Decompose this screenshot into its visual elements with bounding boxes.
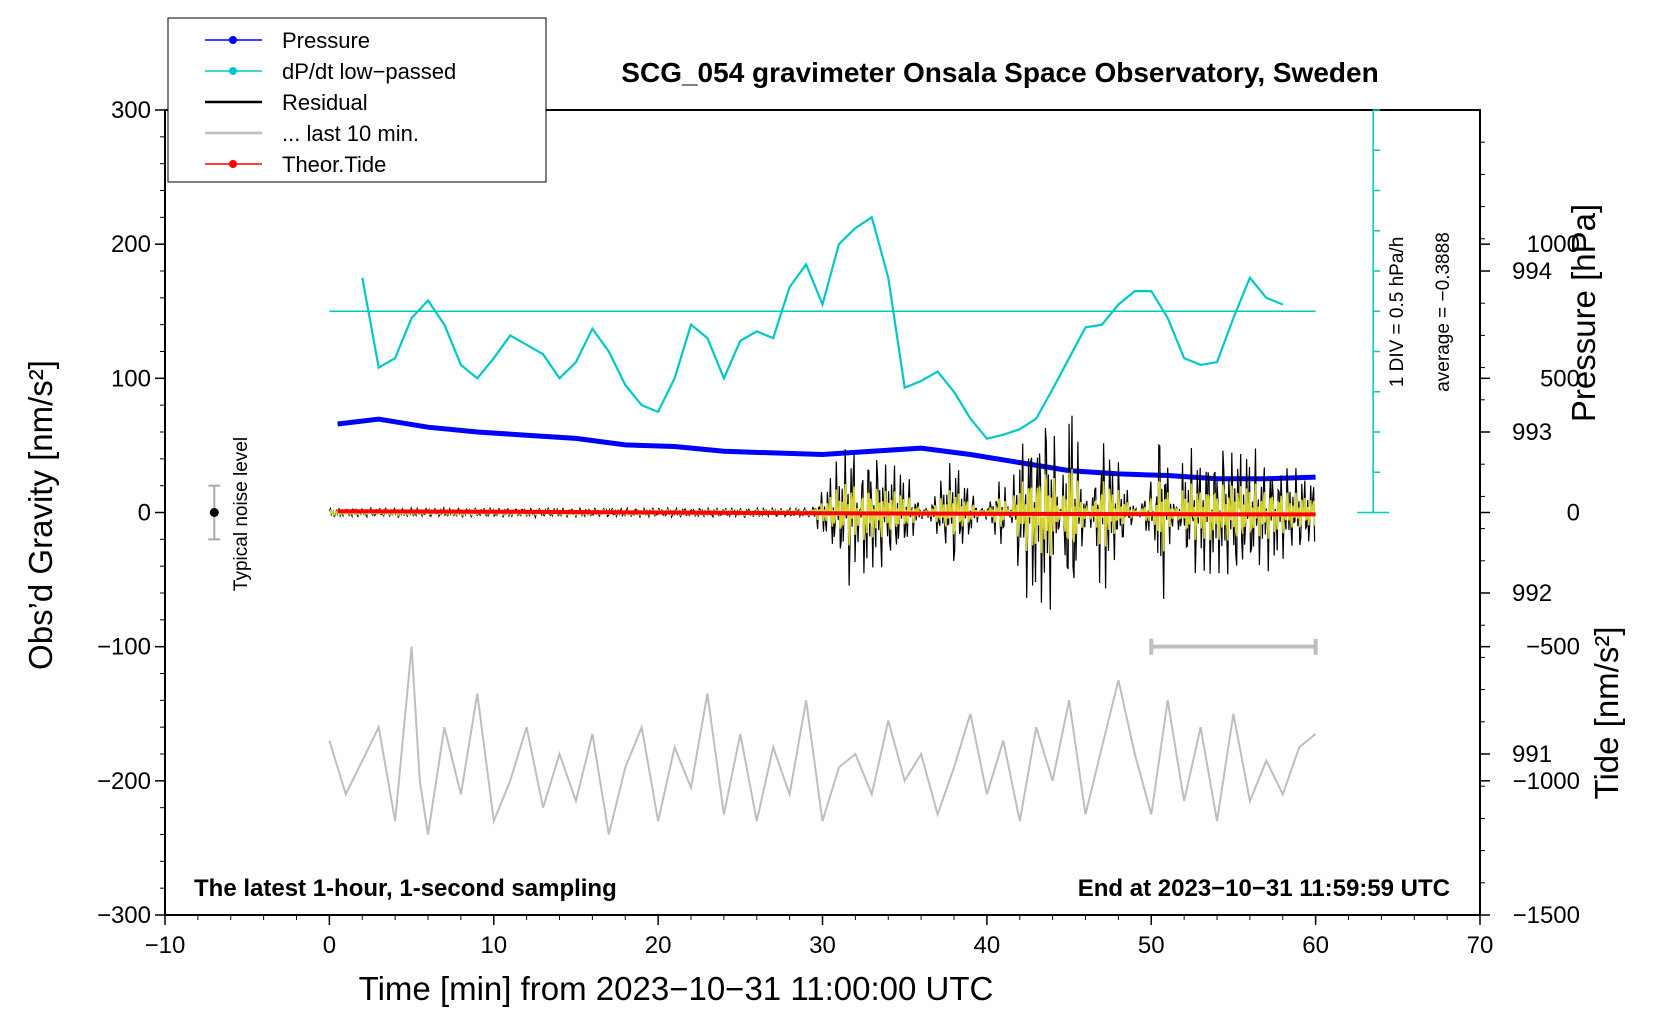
pressure-tick-label: 992 bbox=[1512, 580, 1552, 607]
annotation-end-time: End at 2023−10−31 11:59:59 UTC bbox=[1078, 875, 1450, 902]
x-tick-label: 70 bbox=[1467, 932, 1494, 959]
y-tick-label: 100 bbox=[111, 365, 151, 392]
noise-bar-dot bbox=[209, 508, 219, 517]
legend-label: Theor.Tide bbox=[282, 152, 386, 177]
annotation-latest-hour: The latest 1-hour, 1-second sampling bbox=[194, 875, 617, 902]
x-tick-label: 30 bbox=[809, 932, 836, 959]
series-last-10-min-line bbox=[328, 646, 1317, 835]
x-tick-label: 60 bbox=[1302, 932, 1329, 959]
average-label: average = −0.3888 bbox=[1433, 232, 1454, 392]
legend: Pressure dP/dt low−passed Residual ... last… bbox=[167, 17, 547, 183]
pressure-tick-label: 991 bbox=[1512, 741, 1552, 768]
y-tick-label: −300 bbox=[97, 902, 151, 929]
tide-tick-label: −1000 bbox=[1513, 768, 1580, 795]
series-theor-tide-line bbox=[337, 509, 1316, 517]
noise-level-label: Typical noise level bbox=[231, 437, 252, 591]
series-dpdt-line bbox=[361, 215, 1284, 440]
x-tick-label: 20 bbox=[645, 932, 672, 959]
y-axis-title-tide: Tide [nm/s²] bbox=[1588, 627, 1625, 800]
legend-label: ... last 10 min. bbox=[282, 121, 419, 146]
y-axis-title-gravity: Obs’d Gravity [nm/s²] bbox=[22, 360, 59, 670]
y-axis-title-pressure: Pressure [hPa] bbox=[1565, 204, 1602, 422]
legend-label: Pressure bbox=[282, 28, 370, 53]
ticks-layer: −10 0 10 20 30 40 50 60 70−300−200−1000100200300… bbox=[97, 97, 1580, 959]
series-pressure-line bbox=[337, 416, 1316, 482]
series-layer bbox=[208, 109, 1390, 835]
pressure-tick-label: 993 bbox=[1512, 419, 1552, 446]
x-tick-label: 0 bbox=[323, 932, 336, 959]
legend-marker bbox=[229, 160, 237, 168]
tide-tick-label: 500 bbox=[1540, 365, 1580, 392]
legend-label: dP/dt low−passed bbox=[282, 59, 456, 84]
tide-tick-label: −500 bbox=[1526, 634, 1580, 661]
legend-marker bbox=[229, 67, 237, 75]
x-axis-title: Time [min] from 2023−10−31 11:00:00 UTC bbox=[359, 970, 994, 1007]
tide-tick-label: −1500 bbox=[1513, 902, 1580, 929]
y-tick-label: 300 bbox=[111, 97, 151, 124]
y-tick-label: −200 bbox=[97, 768, 151, 795]
tide-tick-label: 0 bbox=[1567, 500, 1580, 527]
y-tick-label: 200 bbox=[111, 231, 151, 258]
tide-tick-label: 1000 bbox=[1527, 231, 1580, 258]
x-tick-label: −10 bbox=[145, 932, 186, 959]
legend-label: Residual bbox=[282, 90, 368, 115]
y-tick-label: −100 bbox=[97, 634, 151, 661]
legend-box bbox=[167, 17, 547, 183]
legend-marker bbox=[229, 36, 237, 44]
x-tick-label: 40 bbox=[974, 932, 1001, 959]
x-tick-label: 50 bbox=[1138, 932, 1165, 959]
x-tick-label: 10 bbox=[480, 932, 507, 959]
y-tick-label: 0 bbox=[138, 500, 151, 527]
scale-bar-label: 1 DIV = 0.5 hPa/h bbox=[1387, 237, 1408, 388]
chart-title: SCG_054 gravimeter Onsala Space Observat… bbox=[621, 57, 1378, 88]
pressure-tick-label: 994 bbox=[1512, 258, 1552, 285]
